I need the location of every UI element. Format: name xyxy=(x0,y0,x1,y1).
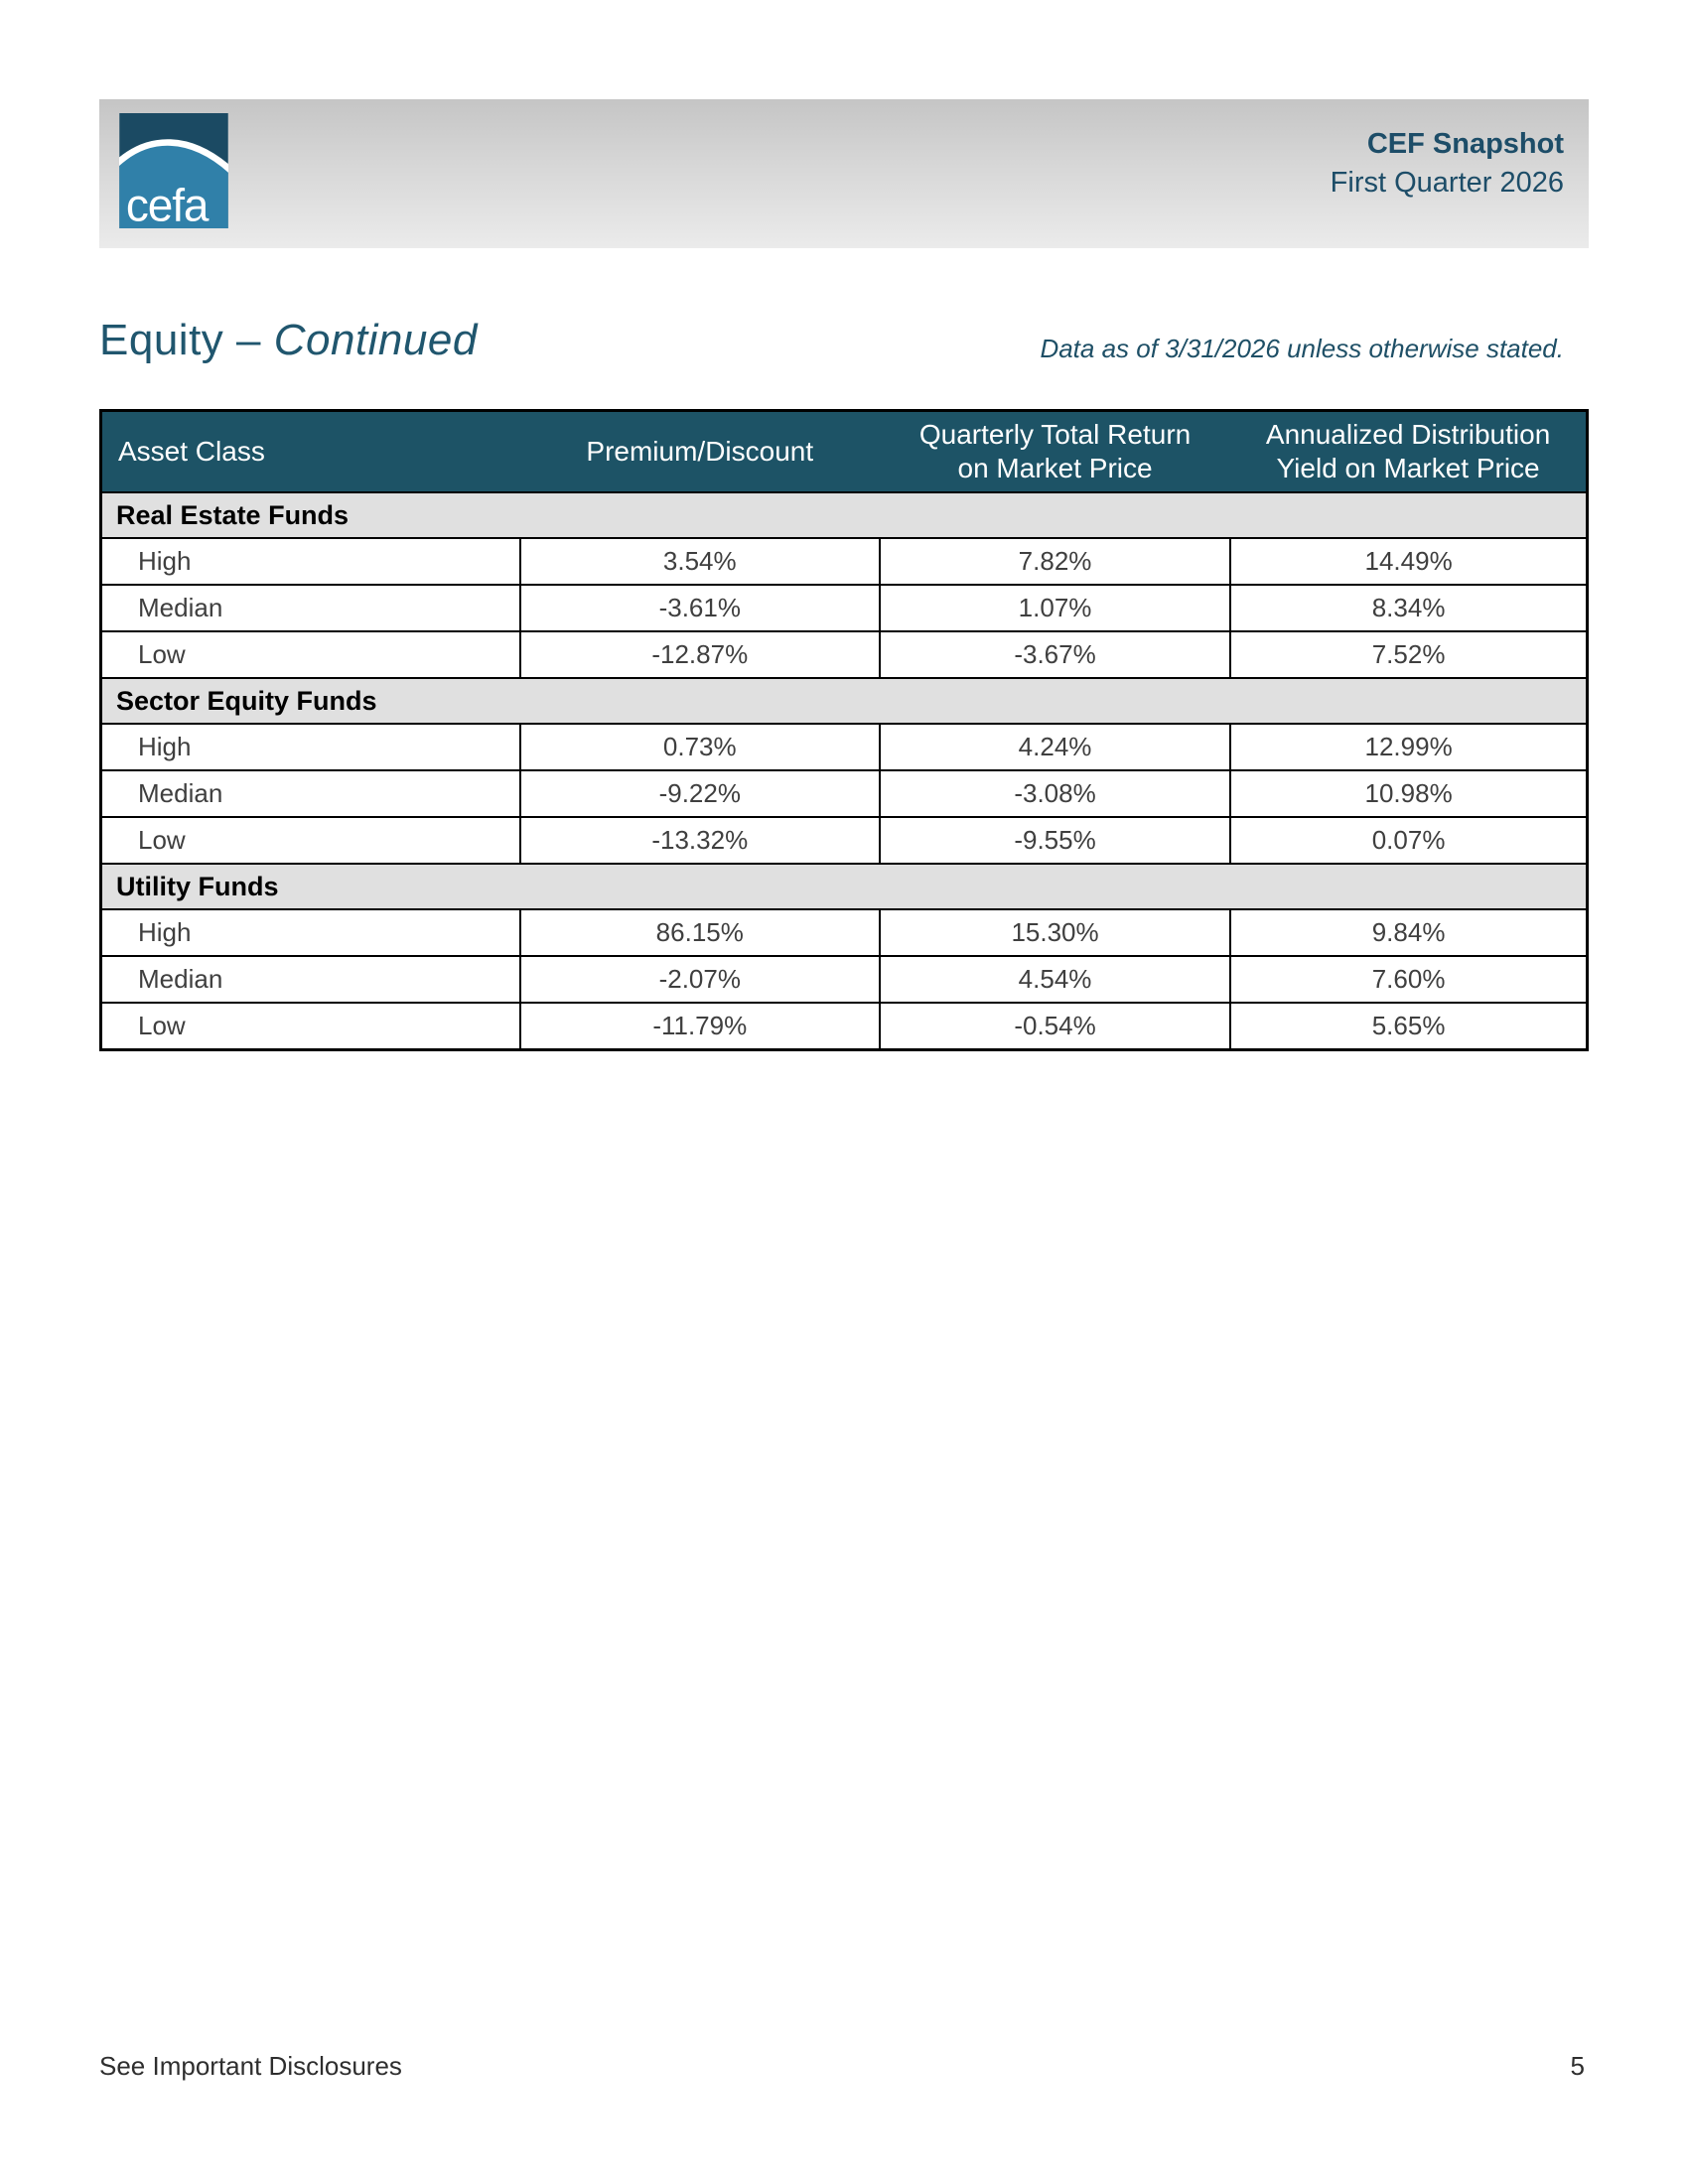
report-subtitle: First Quarter 2026 xyxy=(1330,167,1564,200)
row-label-cell: High xyxy=(99,723,521,771)
value-cell: -11.79% xyxy=(518,1002,881,1051)
value-cell: 7.82% xyxy=(878,537,1232,586)
column-header-quarterly-return: Quarterly Total Return on Market Price xyxy=(879,410,1231,493)
row-label-cell: High xyxy=(99,537,521,586)
data-as-of-note: Data as of 3/31/2026 unless otherwise st… xyxy=(1040,334,1564,363)
page-title-continued: Continued xyxy=(273,316,478,364)
value-cell: -2.07% xyxy=(518,955,881,1004)
row-label-cell: Median xyxy=(99,584,521,632)
value-cell: 9.84% xyxy=(1229,908,1589,957)
table-body: Real Estate Funds High 3.54% 7.82% 14.49% Med… xyxy=(99,491,1589,1051)
value-cell: -13.32% xyxy=(518,816,881,865)
table-row: Median -3.61% 1.07% 8.34% xyxy=(99,584,1589,632)
row-label-cell: Median xyxy=(99,955,521,1004)
table-row: High 3.54% 7.82% 14.49% xyxy=(99,537,1589,586)
value-cell: 14.49% xyxy=(1229,537,1589,586)
column-header-label-line2: on Market Price xyxy=(957,453,1153,483)
value-cell: -3.08% xyxy=(878,769,1232,818)
table-row: Median -9.22% -3.08% 10.98% xyxy=(99,769,1589,818)
table-row: High 86.15% 15.30% 9.84% xyxy=(99,908,1589,957)
value-cell: 86.15% xyxy=(518,908,881,957)
table-row: Low -11.79% -0.54% 5.65% xyxy=(99,1002,1589,1051)
table-row: Low -13.32% -9.55% 0.07% xyxy=(99,816,1589,865)
page-title-text: Equity – xyxy=(99,316,274,364)
row-label-cell: Median xyxy=(99,769,521,818)
column-header-distribution-yield: Annualized Distribution Yield on Market … xyxy=(1230,410,1588,493)
value-cell: 7.60% xyxy=(1229,955,1589,1004)
table-row: Low -12.87% -3.67% 7.52% xyxy=(99,630,1589,679)
header-titles: CEF Snapshot First Quarter 2026 xyxy=(1331,125,1564,203)
value-cell: -0.54% xyxy=(878,1002,1232,1051)
row-label-cell: Low xyxy=(99,1002,521,1051)
value-cell: 4.24% xyxy=(878,723,1232,771)
logo-arc-icon xyxy=(119,139,228,173)
logo-wordmark: cefa xyxy=(126,179,210,228)
page-title: Equity – Continued xyxy=(99,316,478,365)
row-label-cell: High xyxy=(99,908,521,957)
group-header-row: Utility Funds xyxy=(99,863,1589,910)
column-header-label-line1: Quarterly Total Return xyxy=(918,419,1192,451)
value-cell: 5.65% xyxy=(1229,1002,1589,1051)
value-cell: -3.61% xyxy=(518,584,881,632)
group-header-row: Real Estate Funds xyxy=(99,491,1589,539)
value-cell: 4.54% xyxy=(878,955,1232,1004)
column-header-premium-discount: Premium/Discount xyxy=(519,410,880,493)
value-cell: 15.30% xyxy=(878,908,1232,957)
row-label-cell: Low xyxy=(99,630,521,679)
equity-stats-table: Asset Class Premium/Discount Quarterly T… xyxy=(99,409,1589,1051)
value-cell: 1.07% xyxy=(878,584,1232,632)
value-cell: 8.34% xyxy=(1229,584,1589,632)
value-cell: 12.99% xyxy=(1229,723,1589,771)
value-cell: 10.98% xyxy=(1229,769,1589,818)
report-title: CEF Snapshot xyxy=(1366,128,1564,160)
value-cell: -9.22% xyxy=(518,769,881,818)
page-header-band: cefa CEF Snapshot First Quarter 2026 xyxy=(99,99,1589,248)
table-header: Asset Class Premium/Discount Quarterly T… xyxy=(100,410,1588,493)
value-cell: -9.55% xyxy=(878,816,1232,865)
column-header-asset-class: Asset Class xyxy=(100,410,520,493)
logo-light-area xyxy=(119,144,228,228)
table-header-row: Asset Class Premium/Discount Quarterly T… xyxy=(100,410,1588,493)
group-header-row: Sector Equity Funds xyxy=(99,677,1589,725)
table-row: Median -2.07% 4.54% 7.60% xyxy=(99,955,1589,1004)
value-cell: 3.54% xyxy=(518,537,881,586)
table-row: High 0.73% 4.24% 12.99% xyxy=(99,723,1589,771)
column-header-label-line2: Yield on Market Price xyxy=(1276,453,1540,483)
group-header-cell: Utility Funds xyxy=(99,863,1589,910)
column-header-label: Asset Class xyxy=(118,436,265,468)
group-header-cell: Sector Equity Funds xyxy=(99,677,1589,725)
row-label-cell: Low xyxy=(99,816,521,865)
column-header-label-line1: Annualized Distribution xyxy=(1265,419,1551,451)
value-cell: -12.87% xyxy=(518,630,881,679)
group-header-cell: Real Estate Funds xyxy=(99,491,1589,539)
value-cell: 7.52% xyxy=(1229,630,1589,679)
column-header-label: Premium/Discount xyxy=(586,436,814,468)
page-number: 5 xyxy=(1570,2051,1585,2081)
cefa-logo: cefa xyxy=(119,113,228,228)
value-cell: -3.67% xyxy=(878,630,1232,679)
value-cell: 0.07% xyxy=(1229,816,1589,865)
disclosures-note: See Important Disclosures xyxy=(99,2051,402,2081)
value-cell: 0.73% xyxy=(518,723,881,771)
